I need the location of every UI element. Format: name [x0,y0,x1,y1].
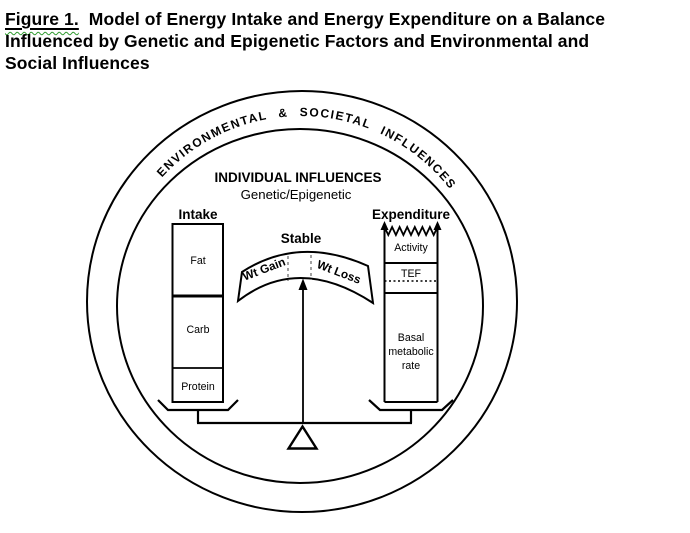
carb-segment-label: Carb [187,324,210,336]
expenditure-column: Expenditure Activity TEF Basal metabolic… [372,207,451,403]
stable-banner: Stable Wt Gain Wt Loss [236,231,375,306]
figure-title-line1: Figure 1. Model of Energy Intake and Ene… [5,8,677,30]
individual-influences-heading: INDIVIDUAL INFLUENCES [214,170,381,185]
outer-circle [86,90,518,513]
right-up-arrowhead-icon [433,221,442,230]
intake-column: Intake Fat Carb Protein [171,207,224,403]
basal-line1-label: Basal [398,332,425,344]
protein-segment-label: Protein [181,381,215,393]
intake-label: Intake [178,207,218,222]
activity-segment-label: Activity [394,242,428,254]
tef-segment-label: TEF [401,268,422,280]
banner-ribbon-shape [236,250,375,306]
pointer-arrowhead-icon [298,278,308,290]
expenditure-label: Expenditure [372,207,451,222]
fulcrum-triangle [286,424,319,450]
balance-scale [157,278,454,450]
left-up-arrowhead-icon [380,221,389,230]
basal-line2-label: metabolic [388,346,434,358]
figure-title: Figure 1. Model of Energy Intake and Ene… [5,8,677,74]
figure-number-underline: Figure 1. [5,9,79,29]
basal-line3-label: rate [402,360,420,372]
genetic-epigenetic-subheading: Genetic/Epigenetic [241,187,352,202]
zigzag-variable-top-icon [383,224,439,238]
fat-segment-label: Fat [190,255,205,267]
stable-label: Stable [281,231,322,246]
figure-title-line2: Influenced by Genetic and Epigenetic Fac… [5,31,590,51]
figure-number: Figure 1. [5,9,79,29]
figure-title-line1-text: Model of Energy Intake and Energy Expend… [78,9,606,29]
intake-box [171,223,224,403]
figure-title-line3: Social Influences [5,53,150,73]
inner-circle [116,128,484,484]
